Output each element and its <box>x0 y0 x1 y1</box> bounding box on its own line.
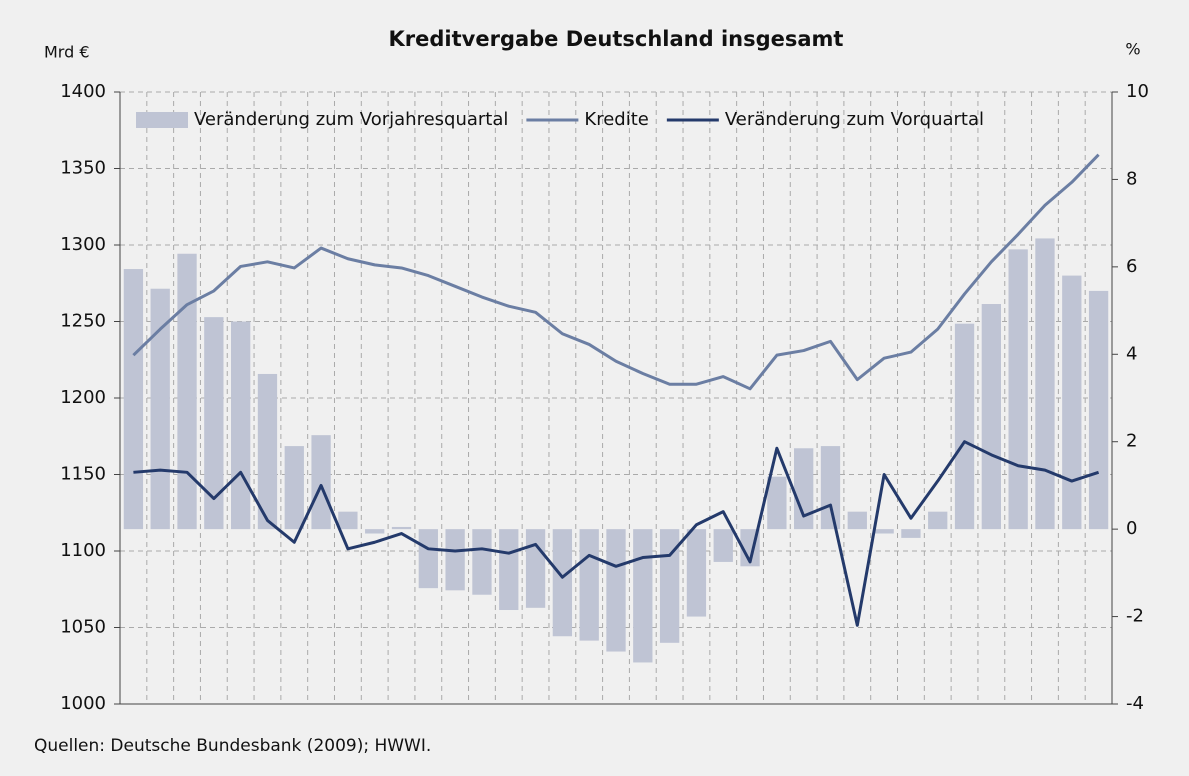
y-tick-label: 1000 <box>60 693 106 714</box>
bar <box>874 529 894 534</box>
y2-tick-label: -2 <box>1126 606 1144 627</box>
legend-label: Kredite <box>584 109 648 130</box>
y2-tick-label: 8 <box>1126 168 1137 189</box>
bar <box>1008 249 1028 530</box>
bar <box>1088 290 1109 530</box>
y2-tick-label: 6 <box>1126 256 1137 277</box>
bar <box>445 529 465 591</box>
bar <box>365 529 385 534</box>
legend-label: Veränderung zum Vorquartal <box>725 109 984 130</box>
bar <box>606 529 626 652</box>
y-tick-label: 1100 <box>60 540 106 561</box>
y2-tick-label: 2 <box>1126 431 1137 452</box>
y-tick-label: 1400 <box>60 81 106 102</box>
bar <box>230 321 251 530</box>
y2-axis-label: % <box>1125 40 1140 59</box>
chart-title: Kreditvergabe Deutschland insgesamt <box>389 27 844 51</box>
bar <box>391 526 412 530</box>
y2-tick-label: 0 <box>1126 518 1137 539</box>
y2-tick-label: 10 <box>1126 81 1149 102</box>
bar <box>472 529 492 595</box>
bar <box>981 304 1002 530</box>
y2-tick-label: -4 <box>1126 693 1144 714</box>
bar <box>686 529 707 617</box>
y2-tick-label: 4 <box>1126 343 1137 364</box>
bar <box>1062 275 1082 530</box>
bar <box>257 373 278 530</box>
bar <box>928 511 948 530</box>
bar <box>284 446 304 530</box>
bar <box>820 446 841 530</box>
line <box>133 440 1100 627</box>
y-tick-label: 1050 <box>60 617 106 638</box>
bar <box>954 323 975 530</box>
bar <box>794 448 814 530</box>
bar <box>177 253 197 530</box>
bar <box>311 435 331 530</box>
bar <box>204 317 224 530</box>
bar <box>338 511 358 530</box>
bar <box>847 511 867 530</box>
bar <box>525 529 546 608</box>
y-tick-label: 1300 <box>60 234 106 255</box>
bar <box>767 476 787 530</box>
y-tick-label: 1150 <box>60 464 106 485</box>
bar <box>1035 238 1055 530</box>
y-tick-label: 1350 <box>60 158 106 179</box>
bar <box>659 529 680 643</box>
legend-swatch <box>136 112 188 128</box>
legend-label: Veränderung zum Vorjahresquartal <box>194 109 508 130</box>
bar <box>579 529 599 641</box>
bar <box>418 529 438 589</box>
y-axis-label: Mrd € <box>44 43 90 62</box>
source: Quellen: Deutsche Bundesbank (2009); HWW… <box>34 736 431 756</box>
y-tick-label: 1250 <box>60 311 106 332</box>
bar <box>901 529 921 538</box>
line <box>132 153 1100 391</box>
y-tick-label: 1200 <box>60 387 106 408</box>
bar <box>713 529 733 562</box>
bar <box>499 529 519 611</box>
bar <box>123 269 144 530</box>
bar <box>552 529 573 637</box>
bar <box>633 529 653 663</box>
